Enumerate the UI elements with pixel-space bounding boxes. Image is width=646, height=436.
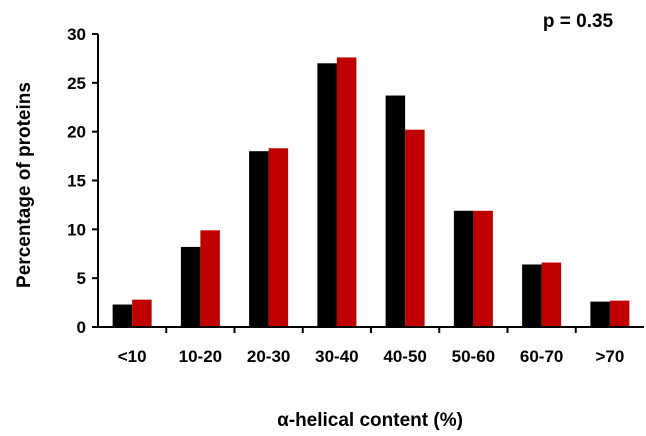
y-tick-label: 30 (67, 25, 86, 44)
bar-series-1-1020 (181, 247, 201, 327)
y-tick-label: 15 (67, 172, 86, 191)
bar-series-2-5060 (473, 211, 493, 327)
p-value-annotation: p = 0.35 (543, 11, 614, 32)
y-tick-label: 5 (77, 269, 86, 288)
x-tick-label: 10-20 (179, 347, 222, 366)
bar-series-1-10 (113, 305, 133, 327)
bar-series-2-70 (610, 301, 630, 327)
x-tick-label: 60-70 (520, 347, 563, 366)
y-tick-label: 25 (67, 74, 86, 93)
bar-series-1-2030 (249, 151, 269, 327)
bar-series-2-3040 (337, 57, 357, 327)
y-axis-label: Percentage of proteins (14, 82, 35, 288)
bar-series-1-6070 (522, 264, 542, 327)
bar-series-1-5060 (454, 211, 474, 327)
x-tick-label: 30-40 (315, 347, 358, 366)
y-tick-label: 10 (67, 220, 86, 239)
bar-series-1-70 (590, 302, 610, 327)
plot-area (113, 57, 630, 327)
bar-series-1-4050 (386, 96, 406, 327)
x-tick-label: <10 (118, 347, 147, 366)
x-axis-label: α-helical content (%) (277, 410, 463, 431)
y-tick-label: 0 (77, 318, 86, 337)
x-tick-label: 40-50 (383, 347, 426, 366)
bar-series-2-2030 (269, 148, 289, 327)
x-tick-label: 20-30 (247, 347, 290, 366)
bar-series-1-3040 (317, 63, 337, 327)
y-tick-label: 20 (67, 123, 86, 142)
bar-series-2-4050 (405, 130, 425, 327)
bar-series-2-10 (132, 300, 152, 327)
x-tick-label: >70 (595, 347, 624, 366)
x-tick-label: 50-60 (452, 347, 495, 366)
bar-series-2-6070 (542, 263, 562, 327)
bar-series-2-1020 (200, 230, 220, 327)
